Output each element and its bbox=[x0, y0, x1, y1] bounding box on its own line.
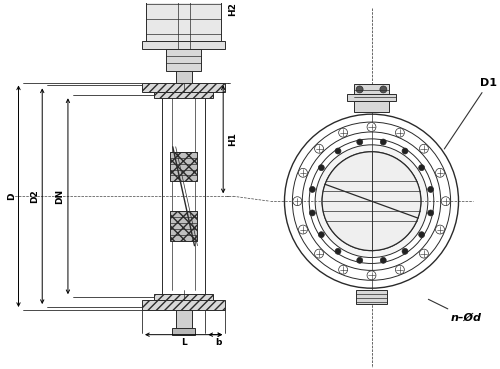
Text: L: L bbox=[181, 338, 186, 347]
Circle shape bbox=[356, 86, 363, 93]
Circle shape bbox=[315, 145, 428, 258]
Circle shape bbox=[428, 186, 434, 192]
Text: H2: H2 bbox=[228, 2, 237, 16]
Bar bbox=[356, 290, 388, 304]
Text: n–Ød: n–Ød bbox=[428, 299, 482, 323]
Bar bbox=[354, 85, 390, 94]
Circle shape bbox=[335, 148, 341, 154]
Circle shape bbox=[335, 248, 341, 254]
Circle shape bbox=[380, 86, 387, 93]
Circle shape bbox=[318, 165, 324, 170]
Circle shape bbox=[436, 225, 444, 234]
Circle shape bbox=[396, 265, 404, 274]
Circle shape bbox=[367, 271, 376, 280]
Circle shape bbox=[322, 152, 421, 251]
Bar bbox=[154, 92, 214, 99]
Bar bbox=[170, 152, 198, 182]
Circle shape bbox=[396, 128, 404, 137]
Bar bbox=[146, 0, 221, 41]
Circle shape bbox=[418, 165, 424, 170]
Bar bbox=[142, 83, 225, 92]
Circle shape bbox=[298, 168, 308, 177]
Circle shape bbox=[357, 139, 362, 145]
Bar bbox=[354, 101, 390, 112]
Circle shape bbox=[402, 148, 408, 154]
Text: D1: D1 bbox=[444, 77, 498, 149]
Circle shape bbox=[357, 257, 362, 263]
Circle shape bbox=[420, 144, 428, 153]
Circle shape bbox=[380, 257, 386, 263]
Circle shape bbox=[318, 232, 324, 238]
Circle shape bbox=[428, 210, 434, 216]
Circle shape bbox=[314, 249, 324, 258]
Bar bbox=[172, 328, 196, 335]
Bar bbox=[142, 300, 225, 310]
Circle shape bbox=[402, 248, 408, 254]
Circle shape bbox=[314, 144, 324, 153]
Bar bbox=[166, 49, 202, 70]
Bar bbox=[176, 310, 192, 328]
Circle shape bbox=[293, 197, 302, 206]
Text: D: D bbox=[7, 193, 16, 200]
Circle shape bbox=[338, 265, 347, 274]
Text: DN: DN bbox=[56, 189, 64, 204]
Bar bbox=[142, 41, 225, 49]
Circle shape bbox=[418, 232, 424, 238]
Text: H1: H1 bbox=[228, 132, 237, 146]
Bar bbox=[154, 294, 214, 300]
Bar bbox=[170, 211, 198, 241]
Circle shape bbox=[380, 139, 386, 145]
Text: D2: D2 bbox=[30, 189, 39, 203]
Circle shape bbox=[436, 168, 444, 177]
Circle shape bbox=[441, 197, 450, 206]
Bar bbox=[176, 65, 192, 83]
Circle shape bbox=[420, 249, 428, 258]
Bar bbox=[346, 94, 397, 101]
Circle shape bbox=[310, 210, 316, 216]
Circle shape bbox=[310, 186, 316, 192]
Circle shape bbox=[367, 123, 376, 131]
Circle shape bbox=[298, 225, 308, 234]
Circle shape bbox=[338, 128, 347, 137]
Text: b: b bbox=[215, 338, 222, 347]
